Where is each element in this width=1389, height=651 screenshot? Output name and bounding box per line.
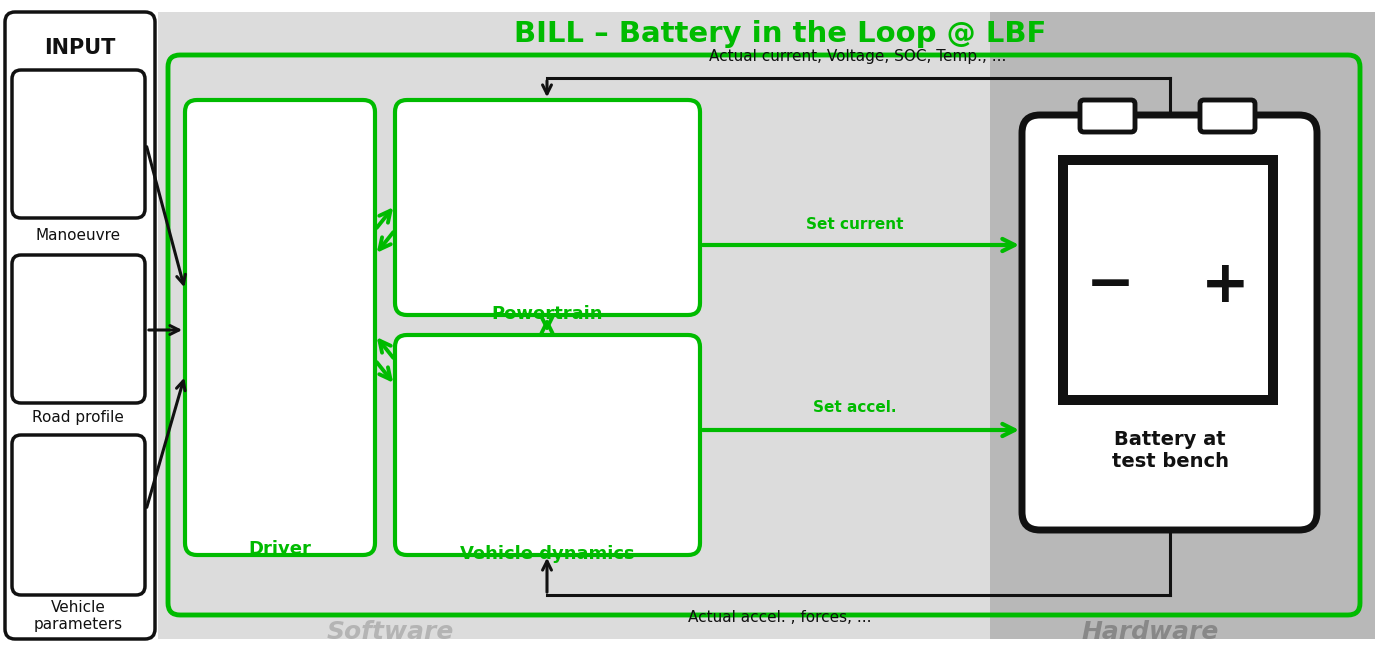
Bar [990,12,1375,639]
FancyBboxPatch shape [394,335,700,555]
FancyBboxPatch shape [13,255,144,403]
FancyBboxPatch shape [394,100,700,315]
Text: INPUT: INPUT [44,38,115,58]
FancyBboxPatch shape [13,435,144,595]
FancyBboxPatch shape [1081,100,1135,132]
Bar [158,12,990,639]
FancyBboxPatch shape [13,70,144,218]
FancyBboxPatch shape [1022,115,1317,530]
FancyBboxPatch shape [1068,165,1268,395]
FancyBboxPatch shape [6,12,156,639]
Text: BILL – Battery in the Loop @ LBF: BILL – Battery in the Loop @ LBF [514,20,1046,48]
Text: Set accel.: Set accel. [813,400,897,415]
Text: Actual accel. , forces, ...: Actual accel. , forces, ... [689,610,872,625]
FancyBboxPatch shape [1200,100,1256,132]
Text: −: − [1086,256,1135,314]
Text: Battery at
test bench: Battery at test bench [1111,430,1228,471]
FancyBboxPatch shape [1058,155,1278,405]
Text: Vehicle
parameters: Vehicle parameters [33,600,122,632]
Text: Software: Software [326,620,454,644]
Text: Manoeuvre: Manoeuvre [36,228,121,243]
Text: Vehicle dynamics: Vehicle dynamics [460,545,635,563]
Text: Set current: Set current [806,217,904,232]
Text: +: + [1200,256,1249,314]
FancyBboxPatch shape [185,100,375,555]
Text: Road profile: Road profile [32,410,124,425]
Text: Hardware: Hardware [1081,620,1218,644]
Text: Driver: Driver [249,540,311,558]
Text: Powertrain: Powertrain [492,305,603,323]
Text: Actual current, Voltage, SOC, Temp., ...: Actual current, Voltage, SOC, Temp., ... [710,49,1007,64]
